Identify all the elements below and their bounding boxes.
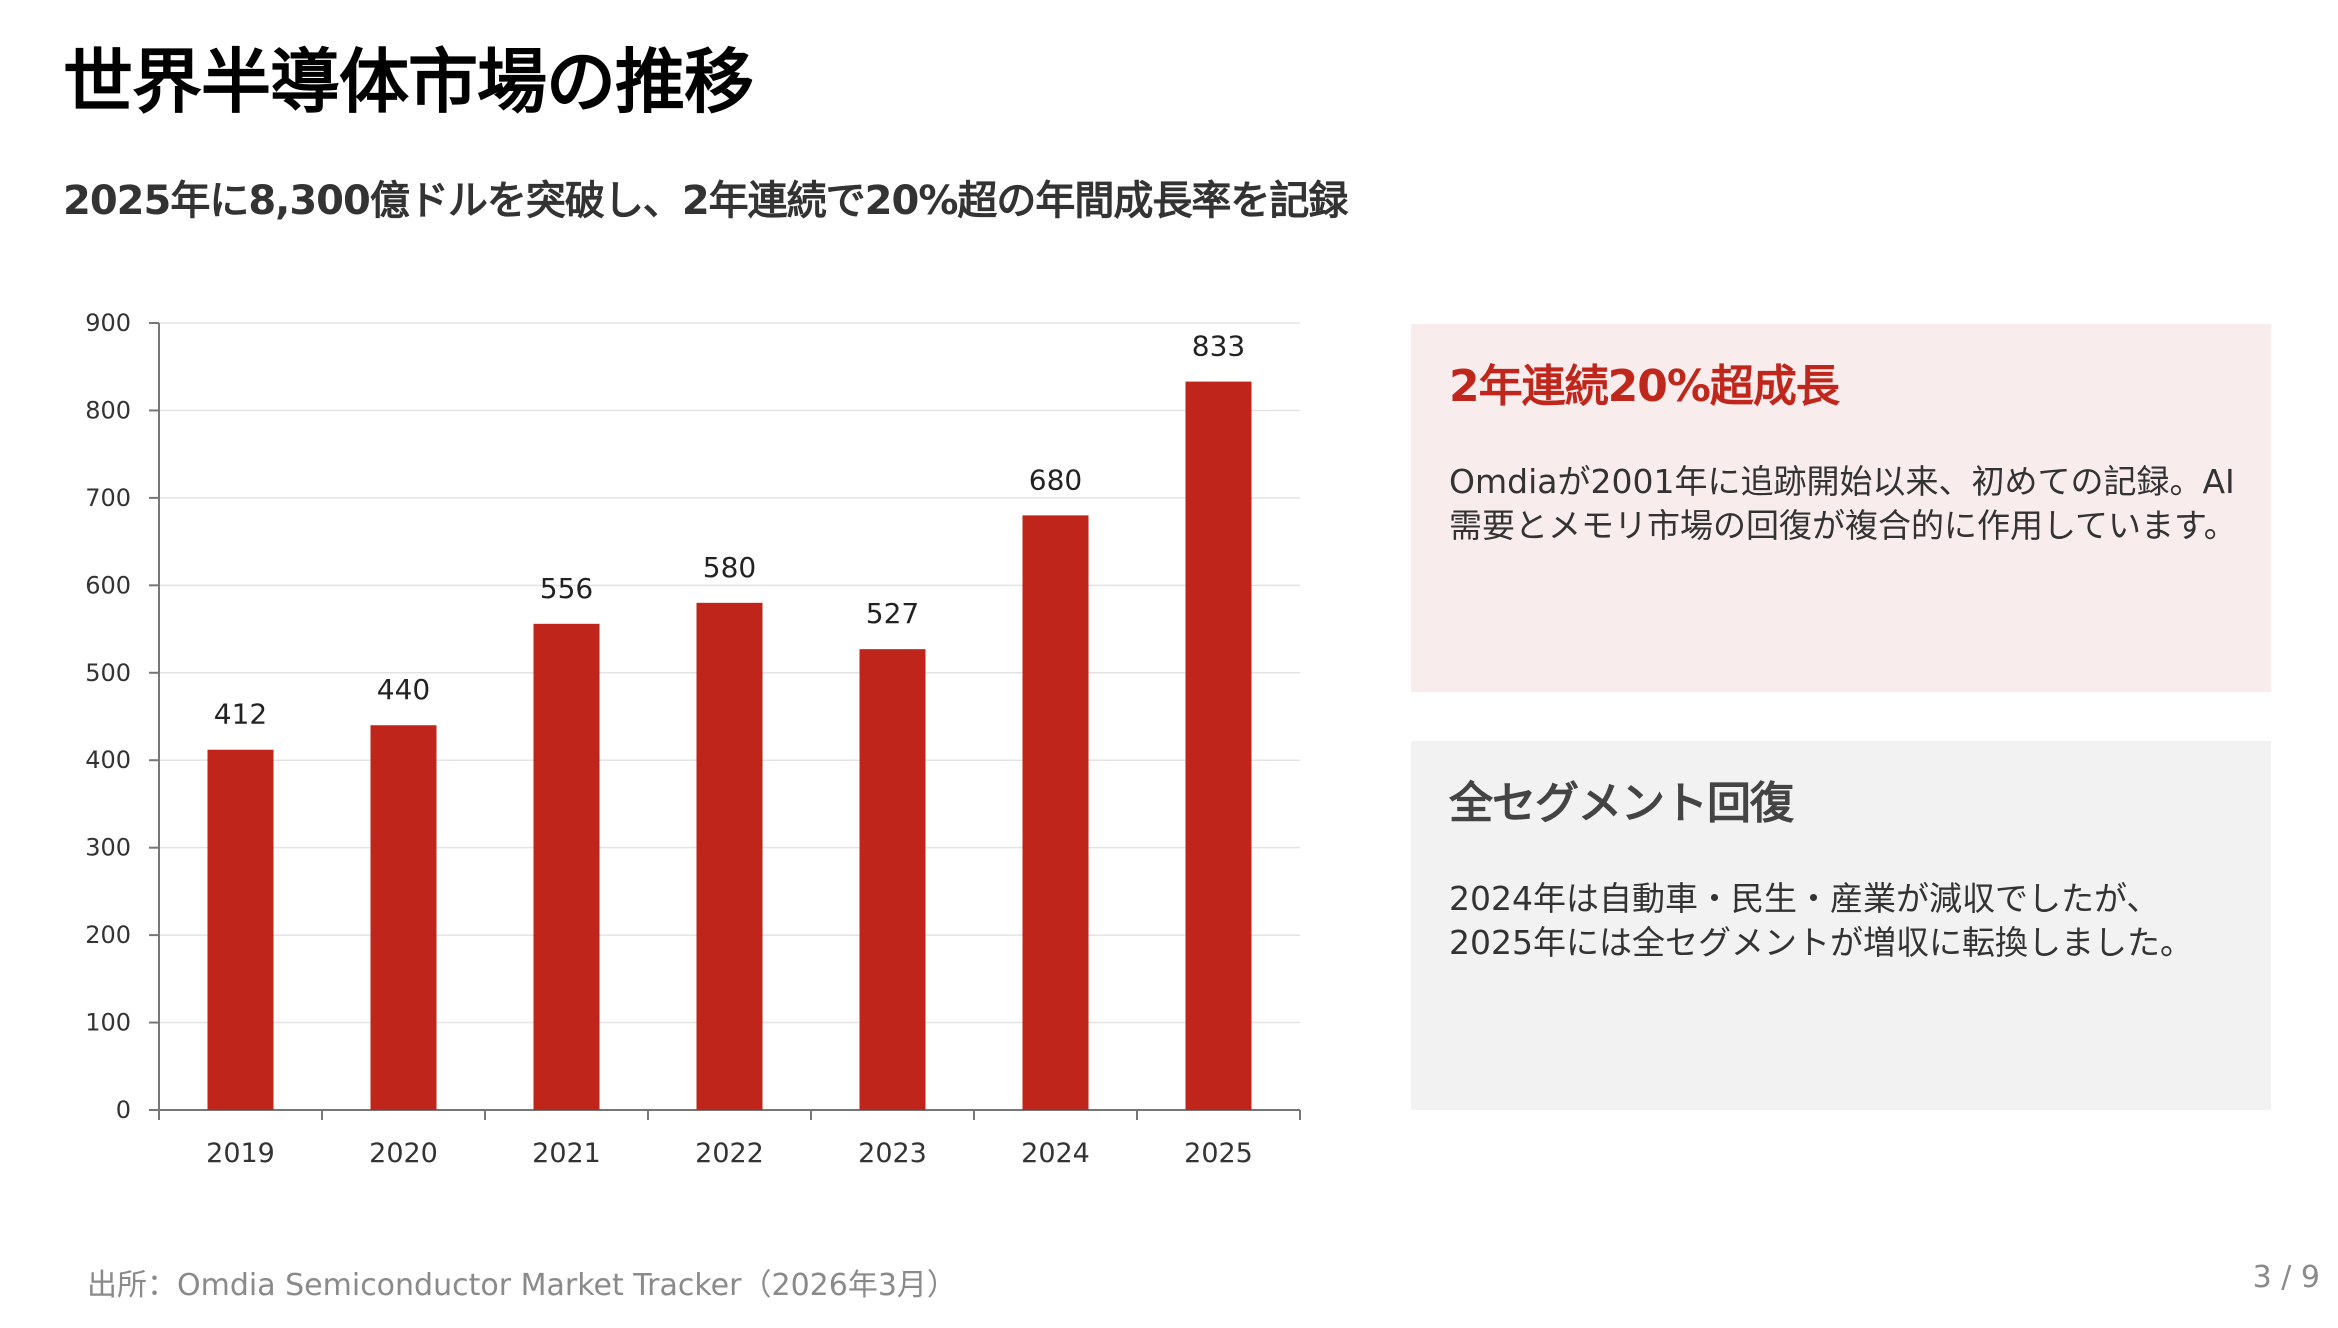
page-number: 3 / 9 <box>2252 1260 2320 1295</box>
y-tick-label: 200 <box>85 921 131 949</box>
x-tick-label: 2019 <box>206 1138 275 1169</box>
bar-2021 <box>533 623 600 1110</box>
data-label: 412 <box>214 698 267 731</box>
highlight-card-segments: 全セグメント回復 2024年は自動車・民生・産業が減収でしたが、2025年には全… <box>1411 741 2271 1110</box>
x-tick-label: 2020 <box>369 1138 438 1169</box>
source-note: 出所：Omdia Semiconductor Market Tracker（20… <box>87 1268 957 1303</box>
page-subtitle: 2025年に8,300億ドルを突破し、2年連続で20%超の年間成長率を記録 <box>63 178 1348 224</box>
bar-2020 <box>370 725 437 1110</box>
card-body: 2024年は自動車・民生・産業が減収でしたが、2025年には全セグメントが増収に… <box>1449 879 2193 962</box>
bar-2019 <box>207 749 274 1110</box>
x-tick-label: 2024 <box>1021 1138 1090 1169</box>
x-tick-label: 2023 <box>858 1138 927 1169</box>
data-label: 680 <box>1029 463 1082 496</box>
x-tick-label: 2021 <box>532 1138 601 1169</box>
data-label: 580 <box>703 551 756 584</box>
y-tick-label: 500 <box>85 659 131 687</box>
data-label: 527 <box>866 597 919 630</box>
data-label: 556 <box>540 572 593 605</box>
y-tick-label: 100 <box>85 1009 131 1037</box>
bar-2025 <box>1185 381 1252 1110</box>
x-tick-label: 2022 <box>695 1138 764 1169</box>
x-tick-label: 2025 <box>1184 1138 1253 1169</box>
bar-chart: 0 100 200 300 400 500 600 700 800 900 412 2019 440 20… <box>85 309 1301 1169</box>
data-label: 440 <box>377 673 430 706</box>
page-title: 世界半導体市場の推移 <box>63 41 754 123</box>
y-tick-label: 400 <box>85 746 131 774</box>
bar-2023 <box>859 649 926 1110</box>
y-tick-label: 800 <box>85 396 131 424</box>
data-label: 833 <box>1192 330 1245 363</box>
y-tick-label: 600 <box>85 571 131 599</box>
highlight-card-growth: 2年連続20%超成長 Omdiaが2001年に追跡開始以来、初めての記録。AI需… <box>1411 324 2271 692</box>
y-tick-label: 900 <box>85 309 131 337</box>
y-tick-label: 300 <box>85 834 131 862</box>
card-title: 全セグメント回復 <box>1449 778 1794 829</box>
card-body: Omdiaが2001年に追跡開始以来、初めての記録。AI需要とメモリ市場の回復が… <box>1449 462 2237 545</box>
y-tick-label: 0 <box>116 1096 131 1124</box>
y-tick-label: 700 <box>85 484 131 512</box>
bar-2022 <box>696 602 763 1110</box>
bar-2024 <box>1022 515 1089 1110</box>
card-title: 2年連続20%超成長 <box>1449 361 1840 412</box>
